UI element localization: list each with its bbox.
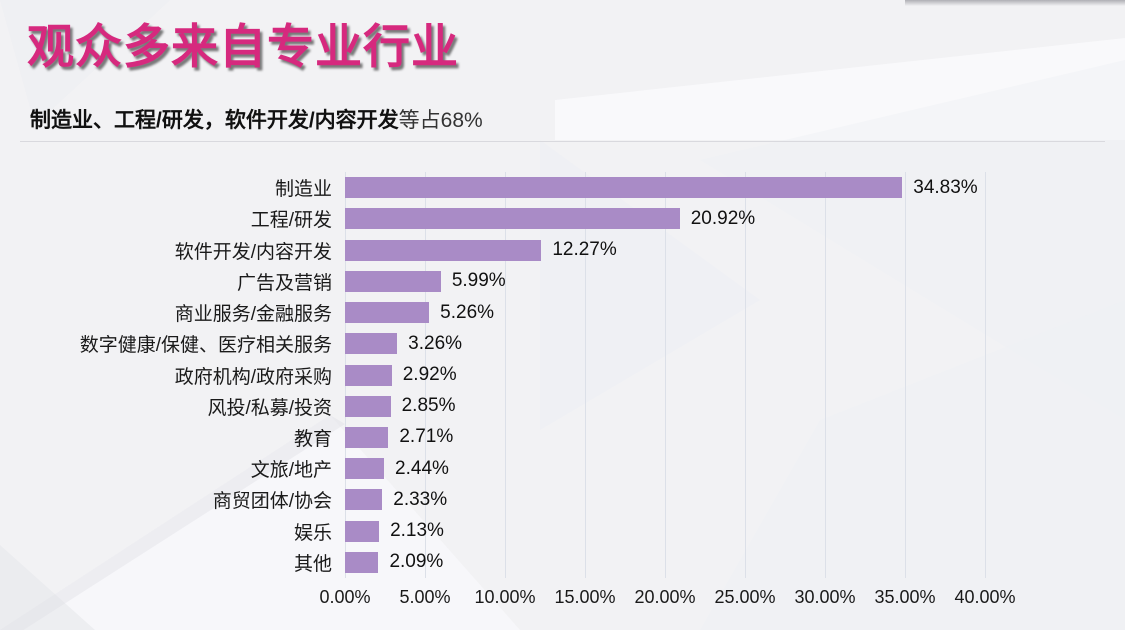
gridline xyxy=(585,172,586,578)
bar-track: 12.27% xyxy=(345,234,985,265)
x-tick-label: 5.00% xyxy=(399,587,451,607)
gridline xyxy=(825,172,826,578)
x-tick-label: 0.00% xyxy=(319,587,371,607)
bar xyxy=(345,520,380,542)
chart-row: 政府机构/政府采购 2.92% xyxy=(0,359,1125,390)
gridline xyxy=(665,172,666,578)
value-label: 2.44% xyxy=(395,457,449,479)
chart-row: 软件开发/内容开发 12.27% xyxy=(0,234,1125,265)
category-label: 制造业 xyxy=(274,179,332,201)
bar-track: 2.13% xyxy=(345,516,985,547)
subtitle-divider xyxy=(20,141,1105,142)
bar xyxy=(345,302,430,324)
bar xyxy=(345,239,542,261)
category-label: 广告及营销 xyxy=(236,272,332,294)
value-label: 3.26% xyxy=(408,332,463,354)
slide-subtitle: 制造业、工程/研发，软件开发/内容开发等占68% xyxy=(30,104,483,134)
x-tick-label: 10.00% xyxy=(474,587,536,607)
bar-track: 2.44% xyxy=(345,453,985,484)
category-label: 风投/私募/投资 xyxy=(207,397,332,419)
bar xyxy=(345,458,385,480)
bar xyxy=(345,270,441,292)
bar xyxy=(345,426,389,448)
chart-row: 商贸团体/协会 2.33% xyxy=(0,484,1125,515)
bar xyxy=(345,208,680,230)
value-label: 5.99% xyxy=(451,270,506,292)
bar xyxy=(345,364,392,386)
value-label: 2.09% xyxy=(389,551,444,573)
chart-row: 教育 2.71% xyxy=(0,422,1125,453)
bar-track: 2.33% xyxy=(345,484,985,515)
gridline xyxy=(505,172,506,578)
chart-row: 数字健康/保健、医疗相关服务 3.26% xyxy=(0,328,1125,359)
bar xyxy=(345,551,379,573)
value-label: 5.26% xyxy=(440,301,495,323)
value-label: 2.85% xyxy=(401,395,456,417)
value-label: 2.13% xyxy=(390,520,444,542)
chart-row: 制造业 34.83% xyxy=(0,172,1125,203)
bar-track: 20.92% xyxy=(345,203,985,234)
gridline xyxy=(425,172,426,578)
bar-chart: 制造业 34.83% 工程/研发 20.92% 软件开发/内容开发 12.27% 广告及营销… xyxy=(0,172,1125,622)
gridline xyxy=(745,172,746,578)
chart-rows: 制造业 34.83% 工程/研发 20.92% 软件开发/内容开发 12.27% 广告及营销… xyxy=(0,172,1125,578)
category-label: 文旅/地产 xyxy=(250,460,332,482)
bar xyxy=(345,395,391,417)
x-tick-label: 15.00% xyxy=(554,587,616,607)
bar-track: 5.99% xyxy=(345,266,985,297)
chart-row: 其他 2.09% xyxy=(0,547,1125,578)
subtitle-regular-text: 等占68% xyxy=(398,109,483,132)
chart-row: 娱乐 2.13% xyxy=(0,516,1125,547)
bar xyxy=(345,177,903,199)
value-label: 2.92% xyxy=(402,364,457,386)
bar-track: 3.26% xyxy=(345,328,985,359)
category-label: 商贸团体/协会 xyxy=(212,491,332,513)
category-label: 政府机构/政府采购 xyxy=(174,366,332,388)
category-label: 商业服务/金融服务 xyxy=(174,304,332,326)
value-label: 12.27% xyxy=(552,239,617,261)
x-tick-label: 40.00% xyxy=(954,587,1016,607)
slide-title: 观众多来自专业行业 xyxy=(27,20,459,73)
bar-track: 34.83% xyxy=(345,172,985,203)
bar-track: 2.92% xyxy=(345,359,985,390)
bar-track: 2.85% xyxy=(345,391,985,422)
bar-track: 2.09% xyxy=(345,547,985,578)
category-label: 其他 xyxy=(293,553,332,575)
chart-row: 广告及营销 5.99% xyxy=(0,266,1125,297)
x-tick-label: 35.00% xyxy=(874,587,936,607)
x-tick-label: 25.00% xyxy=(714,587,776,607)
background-top-band xyxy=(905,0,1125,6)
category-label: 娱乐 xyxy=(293,522,332,544)
chart-x-axis: 0.00% 5.00% 10.00% 15.00% 20.00% 25.00% 30.00%… xyxy=(319,587,1015,613)
chart-row: 商业服务/金融服务 5.26% xyxy=(0,297,1125,328)
value-label: 34.83% xyxy=(913,176,978,198)
chart-row: 风投/私募/投资 2.85% xyxy=(0,391,1125,422)
category-label: 软件开发/内容开发 xyxy=(174,241,332,263)
category-label: 教育 xyxy=(293,428,332,450)
bar xyxy=(345,333,398,355)
x-tick-label: 30.00% xyxy=(794,587,856,607)
chart-row: 工程/研发 20.92% xyxy=(0,203,1125,234)
category-label: 数字健康/保健、医疗相关服务 xyxy=(79,335,332,357)
subtitle-bold-text: 制造业、工程/研发，软件开发/内容开发 xyxy=(30,109,399,132)
value-label: 2.71% xyxy=(399,426,454,448)
bar xyxy=(345,489,383,511)
value-label: 2.33% xyxy=(393,488,448,510)
bar-track: 2.71% xyxy=(345,422,985,453)
bar-track: 5.26% xyxy=(345,297,985,328)
gridline xyxy=(985,172,986,578)
gridline xyxy=(905,172,906,578)
x-tick-label: 20.00% xyxy=(634,587,696,607)
category-label: 工程/研发 xyxy=(250,210,332,232)
value-label: 20.92% xyxy=(690,207,756,229)
chart-row: 文旅/地产 2.44% xyxy=(0,453,1125,484)
